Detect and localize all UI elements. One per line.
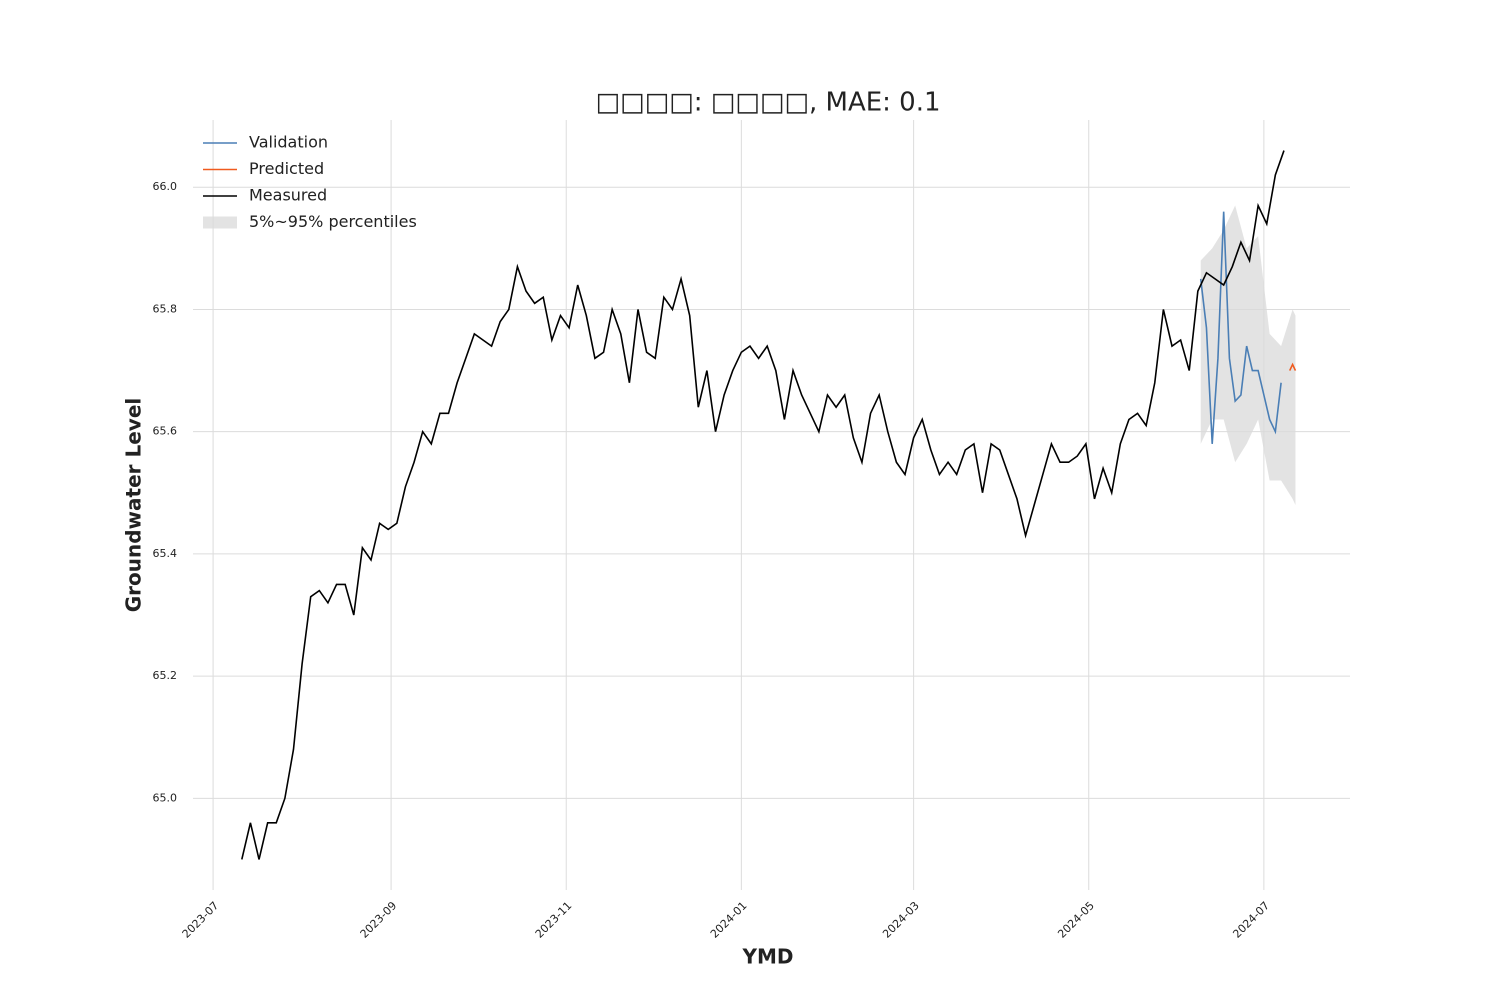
legend-label: Predicted — [249, 159, 324, 178]
x-tick-label: 2023-07 — [180, 899, 222, 941]
y-tick-label: 65.6 — [153, 425, 178, 438]
series-line — [1199, 211, 1282, 444]
chart-title: □□□□: □□□□, MAE: 0.1 — [595, 88, 940, 118]
series-line — [1288, 362, 1297, 371]
legend-swatch — [203, 216, 237, 229]
legend-label: Validation — [249, 133, 328, 152]
x-tick-label: 2023-11 — [533, 899, 575, 941]
legend-label: 5%~95% percentiles — [249, 212, 417, 231]
x-tick-label: 2024-01 — [708, 899, 750, 941]
y-tick-label: 65.2 — [153, 669, 178, 682]
y-tick-label: 65.4 — [153, 547, 178, 560]
x-tick-label: 2024-03 — [880, 899, 922, 941]
y-axis-label: Groundwater Level — [122, 398, 146, 613]
series-line — [241, 150, 1285, 860]
legend-label: Measured — [249, 186, 327, 205]
y-tick-label: 65.0 — [153, 791, 178, 804]
x-tick-label: 2023-09 — [358, 899, 400, 941]
y-tick-label: 66.0 — [153, 180, 178, 193]
x-axis-label: YMD — [742, 945, 794, 969]
x-tick-label: 2024-07 — [1230, 899, 1272, 941]
x-tick-label: 2024-05 — [1055, 899, 1097, 941]
y-tick-label: 65.8 — [153, 302, 178, 315]
